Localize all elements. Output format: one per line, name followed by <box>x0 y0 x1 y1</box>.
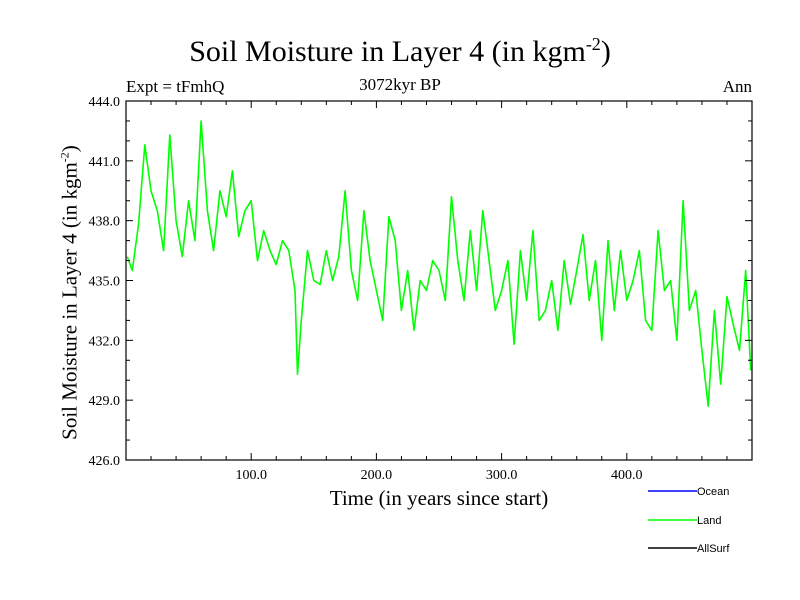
x-tick-label: 100.0 <box>235 468 267 483</box>
x-tick-label: 200.0 <box>361 468 393 483</box>
y-tick-label: 441.0 <box>89 155 121 170</box>
y-axis-label: Soil Moisture in Layer 4 (in kgm-2) <box>57 145 82 440</box>
plot-frame <box>125 100 753 461</box>
x-axis-label: Time (in years since start) <box>329 486 549 510</box>
y-tick-label: 435.0 <box>89 275 121 290</box>
y-tick-label: 438.0 <box>89 215 121 230</box>
chart-title: Soil Moisture in Layer 4 (in kgm-2) <box>189 34 611 68</box>
y-tick-label: 444.0 <box>89 95 121 110</box>
legend-label-ocean: Ocean <box>697 486 729 498</box>
x-tick-label: 300.0 <box>486 468 518 483</box>
y-tick-label: 429.0 <box>89 394 121 409</box>
series-line-land <box>126 120 752 408</box>
period-label: 3072kyr BP <box>359 75 441 94</box>
expt-label: Expt = tFmhQ <box>126 77 225 96</box>
y-tick-label: 432.0 <box>89 334 121 349</box>
legend-label-allsurf: AllSurf <box>697 543 730 555</box>
x-tick-label: 400.0 <box>611 468 643 483</box>
season-label: Ann <box>722 77 752 96</box>
legend-label-land: Land <box>697 515 721 527</box>
y-tick-label: 426.0 <box>89 454 121 469</box>
